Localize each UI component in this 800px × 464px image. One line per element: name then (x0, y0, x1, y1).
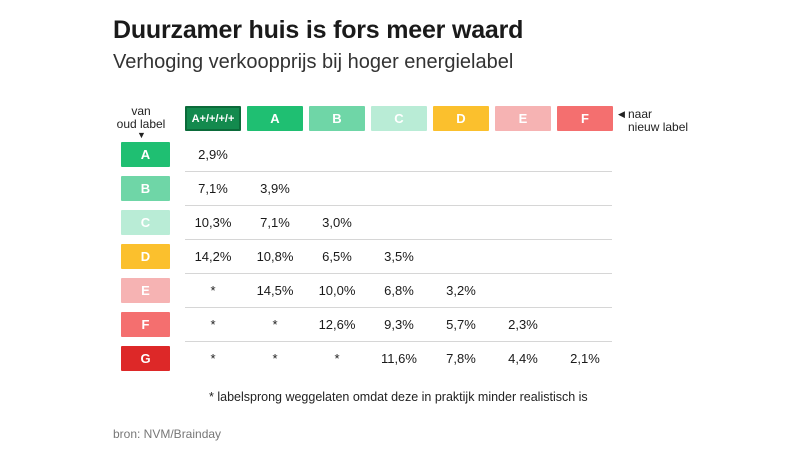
matrix-cell: * (210, 351, 216, 366)
from-label: van oud label (109, 105, 173, 131)
matrix-cell: 9,3% (384, 317, 414, 332)
matrix-cell: 14,2% (194, 249, 232, 264)
to-label-line2: nieuw label (628, 120, 689, 134)
row-label-d: D (121, 244, 170, 269)
from-label-line1: van (131, 104, 151, 118)
matrix-cell: * (210, 283, 216, 298)
matrix-cell: 3,0% (322, 215, 352, 230)
matrix-cell: 3,5% (384, 249, 414, 264)
from-label-line2: oud label (116, 117, 166, 131)
matrix-cell: 2,3% (508, 317, 538, 332)
matrix-cell: 3,9% (260, 181, 290, 196)
matrix-cell: 6,5% (322, 249, 352, 264)
arrow-down-icon: ▼ (137, 130, 146, 140)
column-label-b: B (309, 106, 365, 131)
matrix-cell: 7,1% (260, 215, 290, 230)
row-label-c: C (121, 210, 170, 235)
column-label-a: A (247, 106, 303, 131)
column-label-d: D (433, 106, 489, 131)
row-separator (185, 205, 612, 206)
matrix-cell: 2,9% (198, 147, 228, 162)
source-credit: bron: NVM/Brainday (113, 427, 222, 441)
row-separator (185, 239, 612, 240)
matrix-cell: * (210, 317, 216, 332)
matrix-cell: 6,8% (384, 283, 414, 298)
matrix-cell: 2,1% (570, 351, 600, 366)
matrix-cell: * (272, 351, 278, 366)
matrix-cell: 10,8% (256, 249, 294, 264)
matrix-cell: 10,3% (194, 215, 232, 230)
footnote: * labelsprong weggelaten omdat deze in p… (209, 390, 588, 404)
row-label-b: B (121, 176, 170, 201)
matrix-cell: * (272, 317, 278, 332)
row-separator (185, 341, 612, 342)
row-separator (185, 273, 612, 274)
matrix-cell: 7,8% (446, 351, 476, 366)
to-label-line1: naar (628, 107, 653, 121)
matrix-cell: * (334, 351, 340, 366)
column-label-e: E (495, 106, 551, 131)
row-label-f: F (121, 312, 170, 337)
column-label-f: F (557, 106, 613, 131)
column-label-a-plus: A+/+/+/+ (185, 106, 241, 131)
chart-subtitle: Verhoging verkoopprijs bij hoger energie… (113, 51, 514, 73)
matrix-cell: 14,5% (256, 283, 294, 298)
matrix-cell: 10,0% (318, 283, 356, 298)
matrix-cell: 12,6% (318, 317, 356, 332)
to-label: naar nieuw label (628, 108, 688, 134)
matrix-cell: 5,7% (446, 317, 476, 332)
column-label-c: C (371, 106, 427, 131)
row-separator (185, 307, 612, 308)
matrix-cell: 4,4% (508, 351, 538, 366)
chart-title: Duurzamer huis is fors meer waard (113, 16, 524, 44)
row-label-e: E (121, 278, 170, 303)
matrix-cell: 7,1% (198, 181, 228, 196)
row-separator (185, 171, 612, 172)
matrix-cell: 11,6% (381, 351, 417, 366)
row-label-a: A (121, 142, 170, 167)
matrix-cell: 3,2% (446, 283, 476, 298)
row-label-g: G (121, 346, 170, 371)
arrow-left-icon: ◀ (618, 109, 625, 119)
